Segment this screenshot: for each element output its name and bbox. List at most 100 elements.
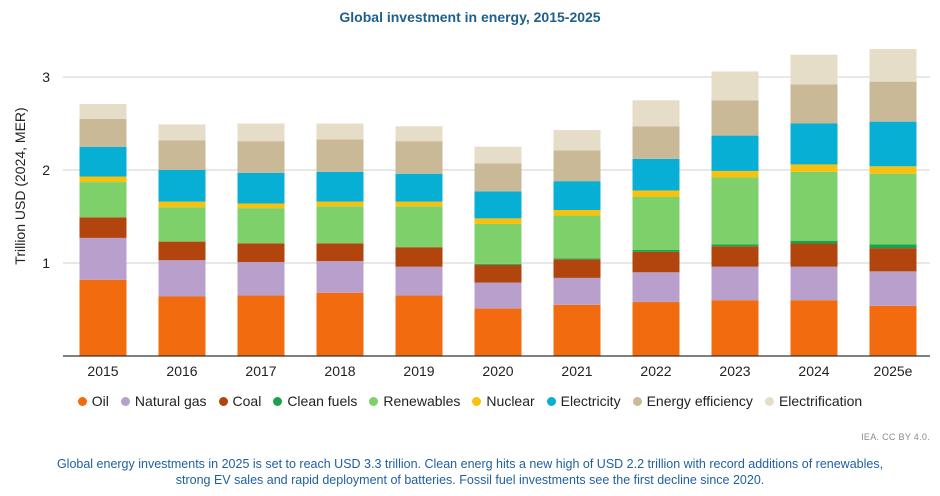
- bar-segment-electricity: [79, 146, 127, 177]
- bar-segment-coal: [158, 241, 206, 261]
- bar-segment-coal: [790, 243, 838, 267]
- bar-segment-coal: [711, 246, 759, 267]
- bar-segment-oil: [395, 295, 443, 356]
- bar-segment-natural-gas: [711, 266, 759, 301]
- legend-swatch: [369, 396, 379, 406]
- bar-segment-electrification: [553, 130, 601, 151]
- bar-segment-energy-efficiency: [474, 163, 522, 192]
- bar-segment-electricity: [790, 123, 838, 165]
- bar-segment-nuclear: [395, 201, 443, 207]
- x-tick-label: 2016: [166, 363, 197, 379]
- legend-label: Clean fuels: [287, 393, 358, 409]
- bar-segment-clean-fuels: [869, 244, 917, 249]
- bar-segment-natural-gas: [79, 237, 127, 280]
- bar-segment-coal: [79, 217, 127, 238]
- bar-segment-oil: [790, 300, 838, 356]
- bar-segment-oil: [158, 296, 206, 356]
- bar-segment-nuclear: [474, 218, 522, 224]
- legend-label: Coal: [232, 393, 262, 409]
- bar-segment-electricity: [158, 170, 206, 202]
- legend-label: Energy efficiency: [646, 393, 753, 409]
- bar-segment-natural-gas: [395, 266, 443, 296]
- bar-segment-coal: [474, 264, 522, 283]
- x-tick-label: 2022: [640, 363, 671, 379]
- legend-item: Natural gas: [120, 393, 207, 409]
- bar-segment-nuclear: [790, 164, 838, 172]
- bar-segment-nuclear: [158, 201, 206, 208]
- bar-segment-clean-fuels: [553, 258, 601, 260]
- chart-plot-area: 1 2 3 Trillion USD (2024, MER) 2015 2016 2017 2…: [12, 49, 930, 379]
- bar-segment-natural-gas: [553, 277, 601, 305]
- caption-line-2: strong EV sales and rapid deployment of …: [175, 473, 765, 487]
- bar-segment-electrification: [869, 49, 917, 82]
- bar-segment-clean-fuels: [790, 240, 838, 244]
- legend-item: Coal: [218, 393, 262, 409]
- y-tick-label: 2: [42, 162, 50, 178]
- bar-segment-oil: [237, 295, 285, 356]
- bar-segment-oil: [711, 300, 759, 356]
- bar-segment-electricity: [237, 172, 285, 204]
- bar-segment-renewables: [474, 223, 522, 264]
- bar-segment-nuclear: [553, 209, 601, 216]
- x-tick-label: 2020: [482, 363, 513, 379]
- bar-segment-oil: [632, 302, 680, 356]
- bar-segment-coal: [316, 243, 364, 262]
- bar-segment-nuclear: [869, 166, 917, 174]
- chart-caption: Global energy investments in 2025 is set…: [0, 456, 940, 488]
- bar-segment-renewables: [790, 171, 838, 241]
- y-tick-label: 1: [42, 255, 50, 271]
- legend-swatch: [120, 396, 130, 406]
- bar-segment-electricity: [869, 121, 917, 167]
- bar-segment-electrification: [395, 126, 443, 142]
- bar-segment-coal: [395, 247, 443, 267]
- caption-line-1: Global energy investments in 2025 is set…: [56, 457, 884, 471]
- bar-segment-electricity: [711, 135, 759, 171]
- bar-segment-electrification: [790, 54, 838, 85]
- legend-item: Nuclear: [472, 393, 535, 409]
- bar-segment-clean-fuels: [711, 244, 759, 247]
- y-axis-label: Trillion USD (2024, MER): [12, 107, 28, 264]
- bar-segment-electricity: [632, 158, 680, 191]
- bar-segment-coal: [869, 248, 917, 272]
- bar-segment-energy-efficiency: [316, 139, 364, 172]
- legend-swatch: [273, 396, 283, 406]
- legend-item: Energy efficiency: [632, 393, 753, 409]
- bar-segment-energy-efficiency: [553, 150, 601, 182]
- bar-segment-electricity: [553, 181, 601, 210]
- bar-segment-renewables: [158, 207, 206, 242]
- legend-item: Electricity: [546, 393, 621, 409]
- legend-label: Oil: [91, 393, 109, 409]
- bar-segment-electrification: [79, 103, 127, 119]
- bar-segment-coal: [553, 259, 601, 278]
- bar-segment-clean-fuels: [474, 263, 522, 265]
- bar-segment-renewables: [237, 208, 285, 244]
- legend-label: Electricity: [560, 393, 621, 409]
- bar-segment-electrification: [237, 123, 285, 142]
- bar-segment-electrification: [474, 146, 522, 164]
- legend-swatch: [77, 396, 87, 406]
- bar-segment-clean-fuels: [632, 249, 680, 252]
- bar-segment-natural-gas: [237, 262, 285, 296]
- bar-segment-energy-efficiency: [395, 141, 443, 174]
- bar-segment-electricity: [474, 191, 522, 219]
- bar-segment-oil: [553, 304, 601, 356]
- bar-segment-renewables: [553, 215, 601, 259]
- bar-segment-natural-gas: [316, 261, 364, 293]
- x-tick-label: 2017: [245, 363, 276, 379]
- bar-segment-electricity: [316, 171, 364, 202]
- x-tick-label: 2023: [719, 363, 750, 379]
- bar-segment-natural-gas: [790, 266, 838, 301]
- bar-segment-nuclear: [316, 201, 364, 207]
- bar-segment-nuclear: [632, 190, 680, 197]
- bar-segment-nuclear: [711, 170, 759, 178]
- bar-segment-electrification: [632, 100, 680, 127]
- bar-segment-renewables: [316, 206, 364, 244]
- legend-item: Renewables: [369, 393, 460, 409]
- x-tick-label: 2019: [403, 363, 434, 379]
- bar-segment-energy-efficiency: [237, 141, 285, 173]
- bar-segment-natural-gas: [474, 282, 522, 309]
- legend-item: Clean fuels: [273, 393, 357, 409]
- bar-segment-renewables: [79, 182, 127, 218]
- bar-segment-electrification: [711, 71, 759, 101]
- bar-segment-renewables: [632, 196, 680, 250]
